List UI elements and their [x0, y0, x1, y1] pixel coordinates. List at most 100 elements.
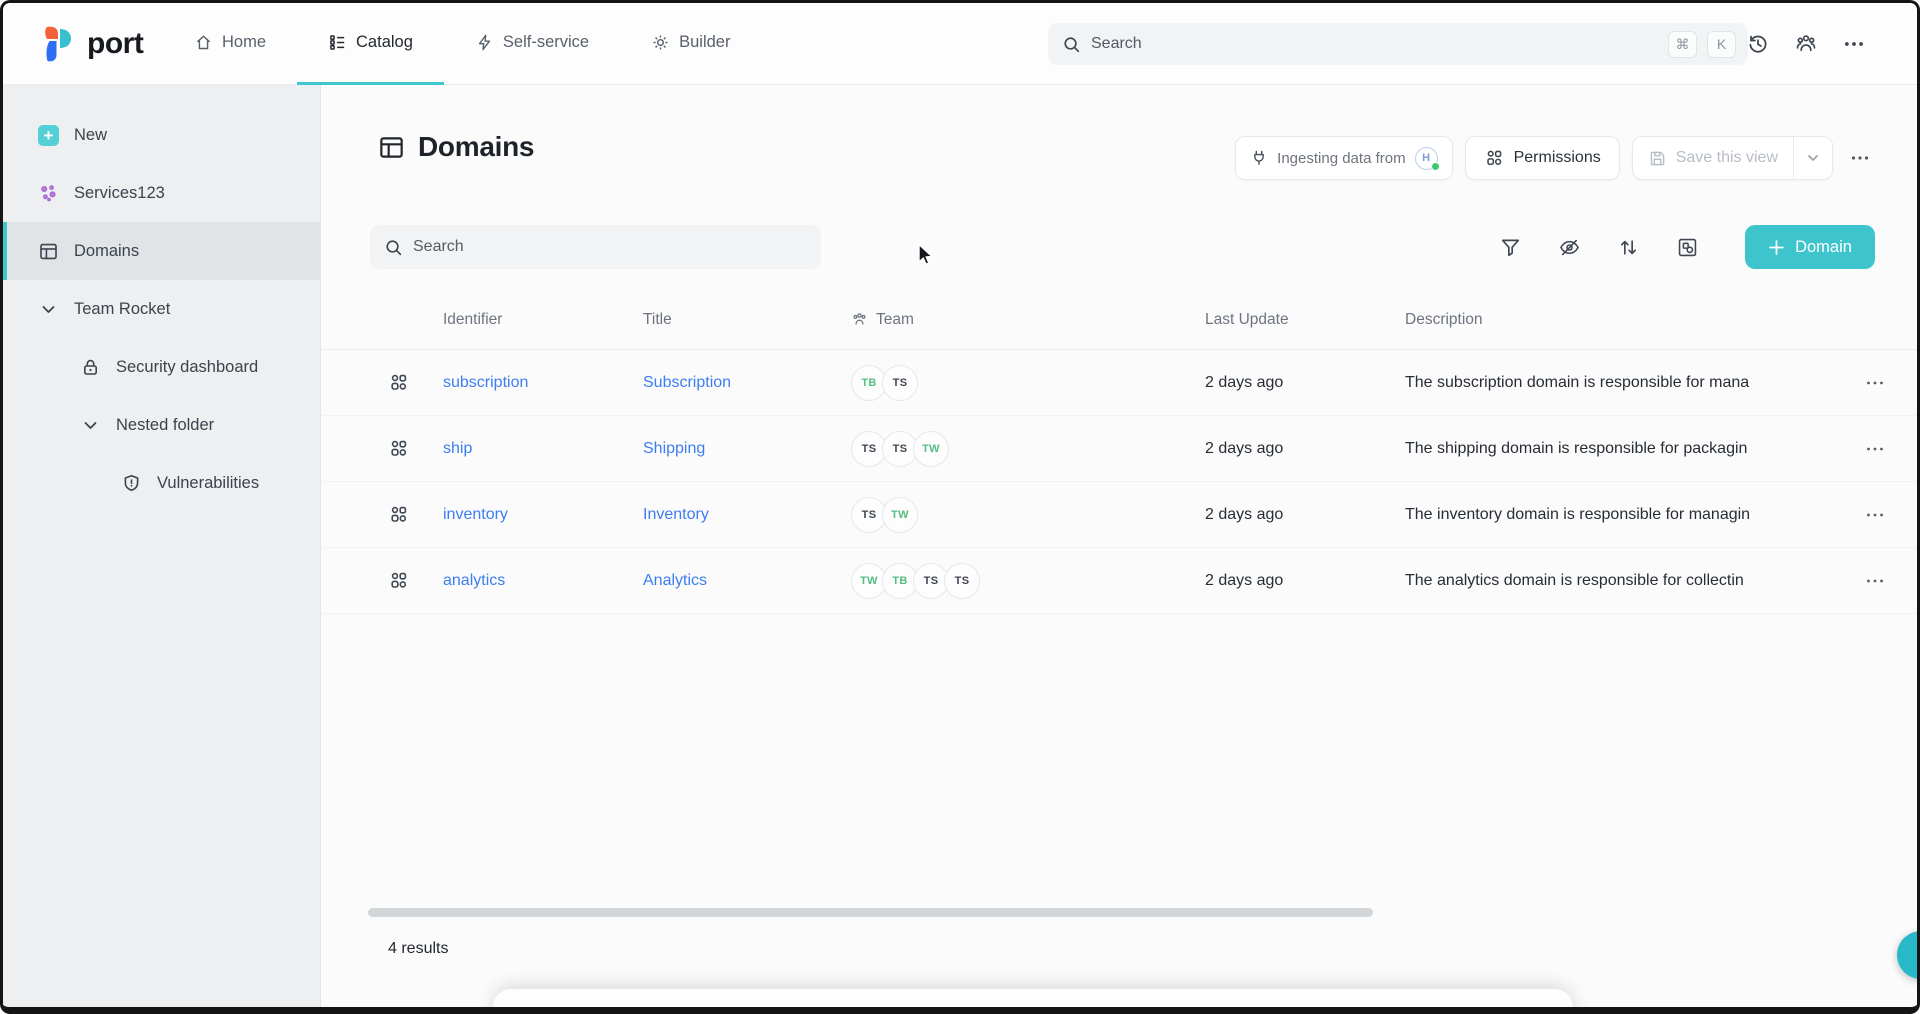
team-avatar[interactable]: TS — [882, 430, 918, 467]
catalog-icon — [330, 35, 345, 50]
view-more-icon[interactable] — [1845, 147, 1875, 169]
sidebar-item-label: Services123 — [74, 183, 165, 202]
plus-square-icon: + — [38, 124, 59, 146]
identifier-link[interactable]: analytics — [443, 571, 506, 589]
col-description: Description — [1405, 310, 1483, 328]
more-icon[interactable] — [1842, 32, 1866, 56]
team-chips: TW TB TS TS — [851, 562, 1205, 599]
sidebar-item-team-rocket[interactable]: Team Rocket — [3, 280, 320, 338]
plus-icon — [1769, 239, 1784, 255]
chevron-down-icon — [84, 421, 97, 429]
team-avatar[interactable]: TB — [851, 364, 887, 401]
save-icon — [1650, 151, 1665, 165]
chevron-down-icon — [1808, 155, 1818, 161]
row-more-icon[interactable] — [1865, 373, 1917, 393]
sidebar-item-security-dashboard[interactable]: Security dashboard — [3, 338, 320, 396]
table-search[interactable] — [370, 225, 821, 269]
team-avatar[interactable]: TW — [913, 430, 949, 467]
people-group-icon — [1486, 150, 1501, 165]
col-last-update: Last Update — [1205, 310, 1289, 328]
horizontal-scrollbar-thumb[interactable] — [368, 908, 1373, 917]
last-update-cell: 2 days ago — [1205, 439, 1284, 457]
save-view-split-button: Save this view — [1631, 136, 1833, 180]
k-keycap: K — [1707, 30, 1736, 58]
services-cluster-icon — [41, 184, 56, 201]
ingesting-data-label: Ingesting data from — [1277, 149, 1406, 167]
sidebar-item-label: Nested folder — [116, 415, 215, 434]
title-link[interactable]: Subscription — [643, 373, 732, 391]
bolt-icon — [478, 34, 491, 51]
tab-builder[interactable]: Builder — [620, 3, 761, 85]
table-row: subscription Subscription TB TS 2 days a… — [321, 350, 1917, 416]
port-logo[interactable]: port — [43, 3, 144, 85]
hide-columns-icon[interactable] — [1558, 236, 1581, 259]
team-avatar[interactable]: TS — [851, 496, 887, 533]
group-by-icon[interactable] — [1676, 236, 1699, 259]
filter-icon[interactable] — [1499, 236, 1522, 259]
global-search-input[interactable] — [1091, 35, 1658, 53]
sidebar-item-services123[interactable]: Services123 — [3, 164, 320, 222]
status-green-dot — [1430, 161, 1440, 171]
primary-tabs: Home Catalog Self-service Builder — [163, 3, 761, 85]
sidebar-item-new[interactable]: + New — [3, 106, 320, 164]
sidebar: + New Services123 Domains Team Rocket Se… — [3, 85, 321, 1007]
table-search-input[interactable] — [413, 238, 807, 256]
team-avatar[interactable]: TW — [851, 562, 887, 599]
row-more-icon[interactable] — [1865, 571, 1917, 591]
domain-blueprint-icon — [391, 374, 407, 390]
table-icon — [380, 136, 403, 158]
identifier-link[interactable]: inventory — [443, 505, 508, 523]
sort-icon[interactable] — [1617, 236, 1640, 259]
org-icon[interactable] — [1794, 32, 1818, 56]
domains-table: Identifier Title Team Last Update Descri… — [321, 290, 1917, 614]
sidebar-item-nested-folder[interactable]: Nested folder — [3, 396, 320, 454]
title-link[interactable]: Shipping — [643, 439, 706, 457]
title-link[interactable]: Analytics — [643, 571, 708, 589]
tab-label: Home — [222, 33, 267, 51]
team-avatar[interactable]: TW — [882, 496, 918, 533]
permissions-label: Permissions — [1513, 149, 1601, 166]
view-header-buttons: Ingesting data from H Permissions Save t… — [1235, 136, 1875, 180]
permissions-button[interactable]: Permissions — [1464, 136, 1620, 180]
title-link[interactable]: Inventory — [643, 505, 709, 523]
port-logo-icon — [45, 26, 71, 62]
row-more-icon[interactable] — [1865, 439, 1917, 459]
save-view-button[interactable]: Save this view — [1633, 137, 1793, 179]
team-avatar[interactable]: TS — [944, 562, 980, 599]
integration-status-icon: H — [1414, 146, 1440, 171]
sidebar-item-domains[interactable]: Domains — [3, 222, 320, 280]
add-domain-button[interactable]: Domain — [1745, 225, 1875, 269]
sidebar-item-label: New — [74, 125, 108, 144]
chat-bubble[interactable] — [1897, 931, 1917, 979]
shield-icon — [124, 474, 139, 491]
lock-icon — [84, 359, 97, 375]
cmd-keycap: ⌘ — [1668, 30, 1697, 58]
domain-blueprint-icon — [391, 506, 407, 522]
plug-icon — [1254, 150, 1265, 165]
nav-icon-group — [1746, 3, 1866, 85]
tab-self-service[interactable]: Self-service — [444, 3, 620, 85]
team-avatar[interactable]: TS — [882, 364, 918, 401]
sidebar-item-vulnerabilities[interactable]: Vulnerabilities — [3, 454, 320, 512]
identifier-link[interactable]: ship — [443, 439, 473, 457]
table-controls: Domain — [370, 225, 1875, 269]
table-row: analytics Analytics TW TB TS TS 2 days a… — [321, 548, 1917, 614]
tab-catalog[interactable]: Catalog — [297, 3, 444, 85]
table-header-row: Identifier Title Team Last Update Descri… — [321, 290, 1917, 350]
chevron-down-icon — [42, 305, 55, 313]
page-title: Domains — [418, 131, 535, 162]
identifier-link[interactable]: subscription — [443, 373, 529, 391]
col-team: Team — [851, 311, 1205, 329]
history-icon[interactable] — [1746, 32, 1770, 56]
description-cell: The subscription domain is responsible f… — [1405, 373, 1750, 391]
tab-home[interactable]: Home — [163, 3, 297, 85]
home-icon — [196, 35, 211, 50]
save-view-dropdown-button[interactable] — [1793, 137, 1832, 179]
last-update-cell: 2 days ago — [1205, 571, 1284, 589]
team-avatar[interactable]: TS — [913, 562, 949, 599]
search-icon — [1064, 36, 1080, 52]
global-search[interactable]: ⌘ K — [1048, 23, 1748, 65]
ingesting-data-button[interactable]: Ingesting data from H — [1235, 136, 1453, 180]
team-avatar[interactable]: TS — [851, 430, 887, 467]
row-more-icon[interactable] — [1865, 505, 1917, 525]
